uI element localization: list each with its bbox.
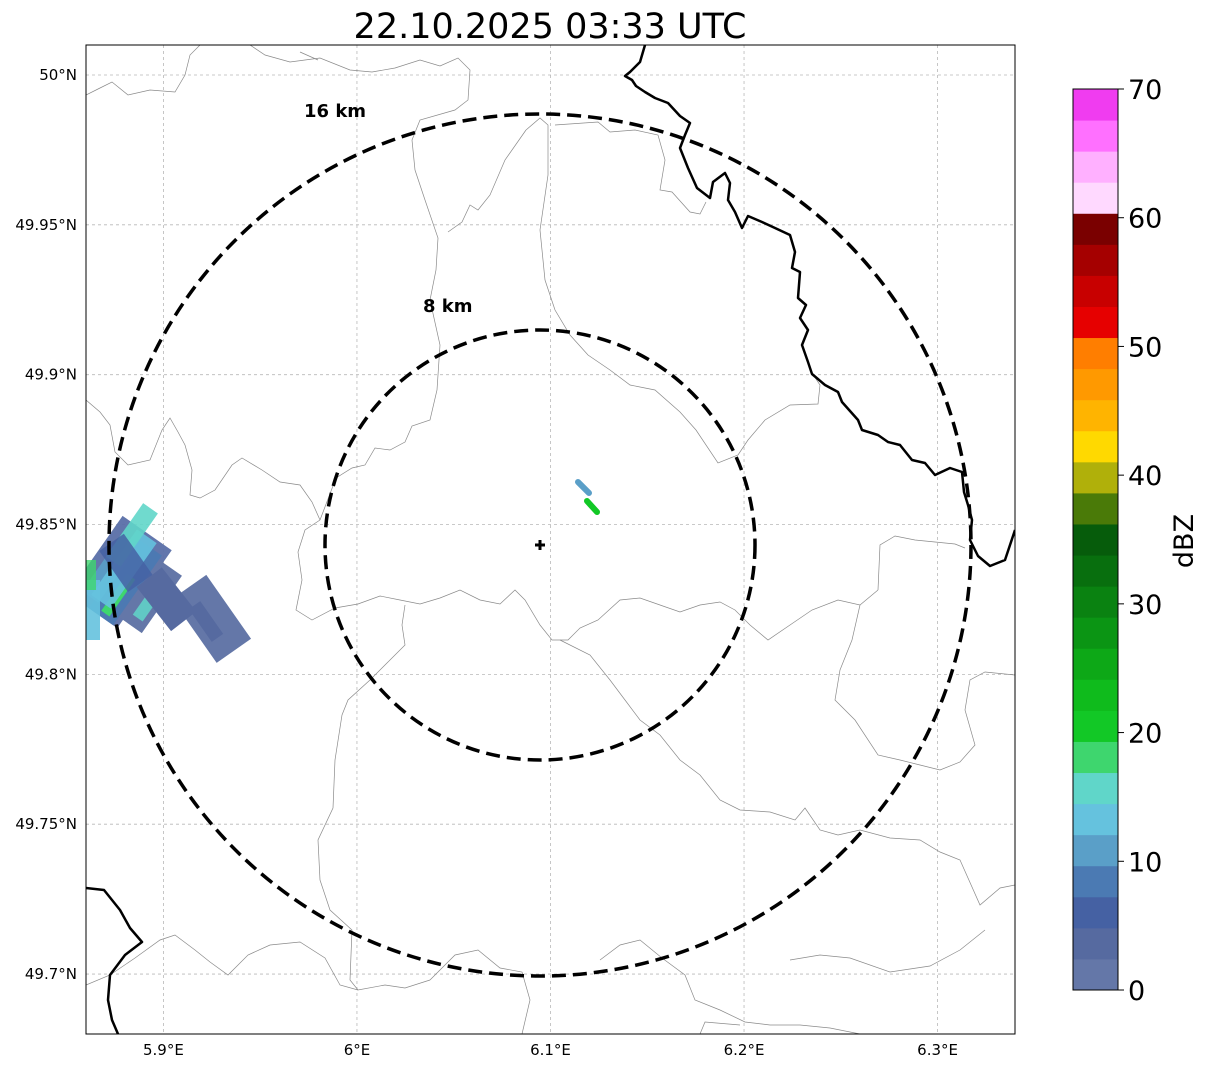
colorbar-swatch [1073,834,1118,867]
range-ring-label-8km: 8 km [423,296,473,317]
lon-tick-label: 6.1°E [530,1041,571,1059]
colorbar-swatches [1073,89,1118,991]
range-ring-8km [323,328,757,762]
boundary-line [877,535,966,591]
lon-tick-label: 5.9°E [143,1041,184,1059]
colorbar-tick-label: 20 [1128,719,1162,750]
colorbar-swatch [1073,586,1118,618]
colorbar-tick-label: 30 [1128,590,1162,621]
colorbar-swatch [1073,151,1118,183]
colorbar-tick-label: 0 [1128,976,1145,1007]
colorbar-swatch [1073,244,1118,276]
boundary-line [249,45,471,521]
lat-tick-label: 49.85°N [15,516,77,534]
colorbar-swatch [1073,182,1118,214]
colorbar-swatch [1073,679,1118,711]
boundary-line [559,639,1015,906]
colorbar-swatch [1073,710,1118,742]
echo-cell [584,498,600,515]
colorbar-swatch [1073,741,1118,774]
colorbar-swatch [1073,865,1118,898]
boundary-line [86,399,321,521]
colorbar: 0 10 20 30 40 50 60 70 dBZ [1072,75,1200,1007]
colorbar-swatch [1073,803,1118,836]
boundary-line [834,604,1015,771]
boundary-line [317,604,431,991]
boundary-line [554,121,707,215]
colorbar-swatch [1073,368,1118,401]
lat-tick-label: 49.8°N [25,665,77,683]
colorbar-swatch [1073,958,1118,991]
colorbar-swatch [1073,275,1118,307]
colorbar-swatch [1073,617,1118,649]
colorbar-swatch [1073,213,1118,245]
lat-tick-label: 49.7°N [25,965,77,983]
colorbar-swatch [1073,120,1118,152]
colorbar-tick-label: 10 [1128,847,1162,878]
echo-cell [86,580,100,640]
boundary-line [429,949,531,1034]
echo-cluster-west [86,503,252,663]
boundary-line [599,939,861,1034]
lat-tick-label: 49.95°N [15,216,77,234]
colorbar-tick-labels: 0 10 20 30 40 50 60 70 [1118,75,1162,1007]
colorbar-swatch [1073,523,1118,556]
colorbar-label: dBZ [1169,514,1200,568]
boundary-line [86,45,201,96]
lat-tick-label: 49.9°N [25,366,77,384]
latitude-tick-labels: 50°N 49.95°N 49.9°N 49.85°N 49.8°N 49.75°N 49.… [15,66,77,983]
lat-tick-label: 49.75°N [15,815,77,833]
map-frame [85,44,1016,1035]
boundary-line [699,1021,741,1034]
colorbar-tick-label: 60 [1128,204,1162,235]
colorbar-tick-label: 40 [1128,461,1162,492]
echo-cell [188,601,224,642]
colorbar-swatch [1073,492,1118,525]
colorbar-swatch [1073,89,1118,121]
colorbar-swatch [1073,399,1118,432]
lon-tick-label: 6.2°E [724,1041,765,1059]
lon-tick-label: 6.3°E [917,1041,958,1059]
colorbar-tick-label: 70 [1128,75,1162,106]
colorbar-swatch [1073,337,1118,370]
boundary-line [447,129,527,233]
boundary-line [299,51,319,61]
lat-tick-label: 50°N [39,66,77,84]
boundary-line [295,519,879,641]
range-ring-16km [107,112,973,978]
border-line-south-west [86,886,144,1034]
colorbar-swatch [1073,772,1118,805]
echo-cell [575,479,592,496]
border-line-north-east [623,45,1015,568]
boundary-line [525,117,821,464]
colorbar-swatch [1073,896,1118,929]
range-ring-label-16km: 16 km [304,101,366,122]
colorbar-tick-label: 50 [1128,332,1162,363]
municipal-boundaries [86,45,1015,1034]
echo-cell [99,533,153,592]
colorbar-swatch [1073,461,1118,494]
echo-cell [86,560,96,590]
boundary-line [86,934,359,991]
colorbar-swatch [1073,927,1118,960]
map-title: 22.10.2025 03:33 UTC [354,7,747,47]
colorbar-swatch [1073,648,1118,680]
colorbar-swatch [1073,430,1118,463]
colorbar-frame [1072,88,1119,991]
radar-site-marker [535,540,545,550]
colorbar-swatch [1073,555,1118,587]
longitude-tick-labels: 5.9°E 6°E 6.1°E 6.2°E 6.3°E [143,1041,958,1059]
boundary-line [789,929,986,973]
national-border [86,45,1015,1034]
lon-tick-label: 6°E [344,1041,371,1059]
colorbar-swatch [1073,306,1118,339]
echo-small-north-east [575,479,600,515]
echo-cell [136,567,197,632]
gridlines [86,45,1015,1034]
